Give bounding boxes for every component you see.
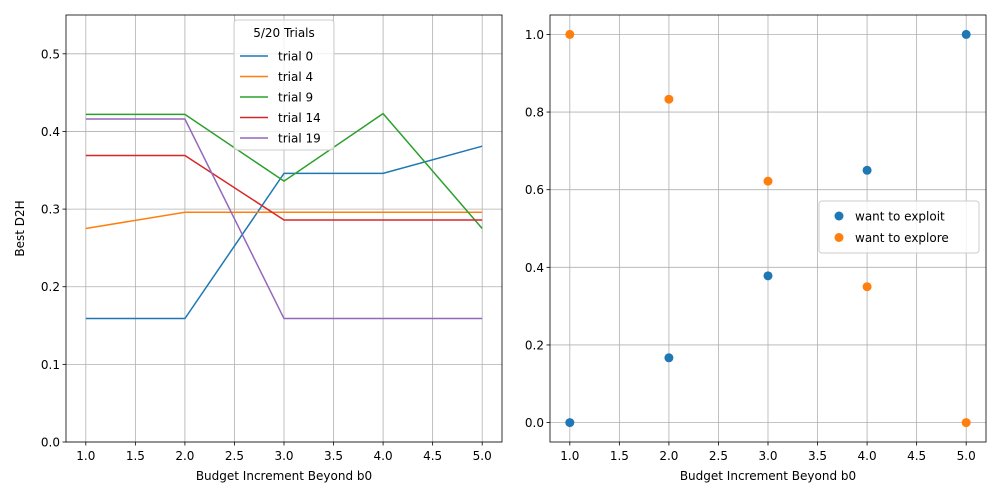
y-tick-label: 0.2 xyxy=(525,338,544,352)
series-line-trial-9 xyxy=(85,112,483,229)
y-tick-label: 0.1 xyxy=(41,358,60,372)
y-tick-label: 0.2 xyxy=(41,280,60,294)
legend-label: want to exploit xyxy=(855,210,945,224)
legend-label: trial 19 xyxy=(278,132,321,146)
y-axis-label: Best D2H xyxy=(13,200,27,256)
scatter-point-want-to-exploit xyxy=(961,29,971,39)
y-tick-label: 0.3 xyxy=(41,203,60,217)
x-axis-label: Budget Increment Beyond b0 xyxy=(680,469,856,483)
y-tick-label: 0.5 xyxy=(41,47,60,61)
x-tick-label: 3.0 xyxy=(274,449,293,463)
x-tick-label: 5.0 xyxy=(957,449,976,463)
x-tick-label: 1.5 xyxy=(126,449,145,463)
legend-title: 5/20 Trials xyxy=(253,26,315,40)
x-tick-label: 1.0 xyxy=(560,449,579,463)
scatter-point-want-to-exploit xyxy=(664,353,674,363)
x-tick-label: 3.0 xyxy=(758,449,777,463)
x-tick-label: 2.0 xyxy=(175,449,194,463)
x-tick-label: 2.5 xyxy=(709,449,728,463)
x-tick-label: 3.5 xyxy=(324,449,343,463)
x-tick-label: 3.5 xyxy=(808,449,827,463)
scatter-point-want-to-explore xyxy=(763,176,773,186)
scatter-point-want-to-exploit xyxy=(565,418,575,428)
right-scatter-chart: 1.0 1.5 2.0 2.5 3.0 3.5 4.0 4.5 5.0 0.0 0.2 0.4 0.6 0… xyxy=(525,14,987,483)
gridlines xyxy=(550,15,986,442)
y-tick-label: 0.0 xyxy=(41,436,60,450)
legend-label: trial 4 xyxy=(278,70,313,84)
scatter-point-want-to-explore xyxy=(961,418,971,428)
x-tick-label: 4.5 xyxy=(423,449,442,463)
scatter-point-want-to-exploit xyxy=(763,271,773,281)
series-line-trial-0 xyxy=(85,145,483,320)
series-line-trial-19 xyxy=(85,118,483,320)
axes-frame xyxy=(549,14,987,443)
scatter-point-want-to-explore xyxy=(664,94,674,104)
x-tick-label: 1.5 xyxy=(610,449,629,463)
series-line-trial-14 xyxy=(85,154,483,221)
legend-label: trial 9 xyxy=(278,91,313,105)
left-line-chart: 1.0 1.5 2.0 2.5 3.0 3.5 4.0 4.5 5.0 0.0 0.1 0.2 0.3 0… xyxy=(13,14,503,483)
scatter-point-want-to-explore xyxy=(565,29,575,39)
x-tick-label: 2.0 xyxy=(659,449,678,463)
x-tick-label: 2.5 xyxy=(225,449,244,463)
legend-swatch xyxy=(834,211,844,221)
series-line-trial-4 xyxy=(85,211,483,230)
x-axis-label: Budget Increment Beyond b0 xyxy=(196,469,372,483)
x-tick-label: 5.0 xyxy=(473,449,492,463)
legend: want to exploit want to explore xyxy=(818,200,980,254)
legend-label: want to explore xyxy=(855,231,949,245)
x-tick-label: 4.0 xyxy=(374,449,393,463)
legend-label: trial 0 xyxy=(278,50,313,64)
x-tick-label: 4.5 xyxy=(907,449,926,463)
y-tick-label: 1.0 xyxy=(525,28,544,42)
legend: 5/20 Trials trial 0 trial 4 trial 9 trial 14… xyxy=(233,19,335,151)
legend-swatch xyxy=(834,233,844,242)
y-tick-label: 0.6 xyxy=(525,183,544,197)
y-tick-label: 0.8 xyxy=(525,106,544,120)
x-tick-label: 1.0 xyxy=(76,449,95,463)
scatter-point-want-to-explore xyxy=(862,282,872,292)
scatter-point-want-to-exploit xyxy=(862,165,872,175)
y-tick-label: 0.0 xyxy=(525,416,544,430)
legend-label: trial 14 xyxy=(278,111,321,125)
y-tick-label: 0.4 xyxy=(41,125,60,139)
axes-frame xyxy=(65,14,503,443)
y-tick-label: 0.4 xyxy=(525,261,544,275)
x-tick-label: 4.0 xyxy=(858,449,877,463)
legend-box xyxy=(818,200,980,254)
